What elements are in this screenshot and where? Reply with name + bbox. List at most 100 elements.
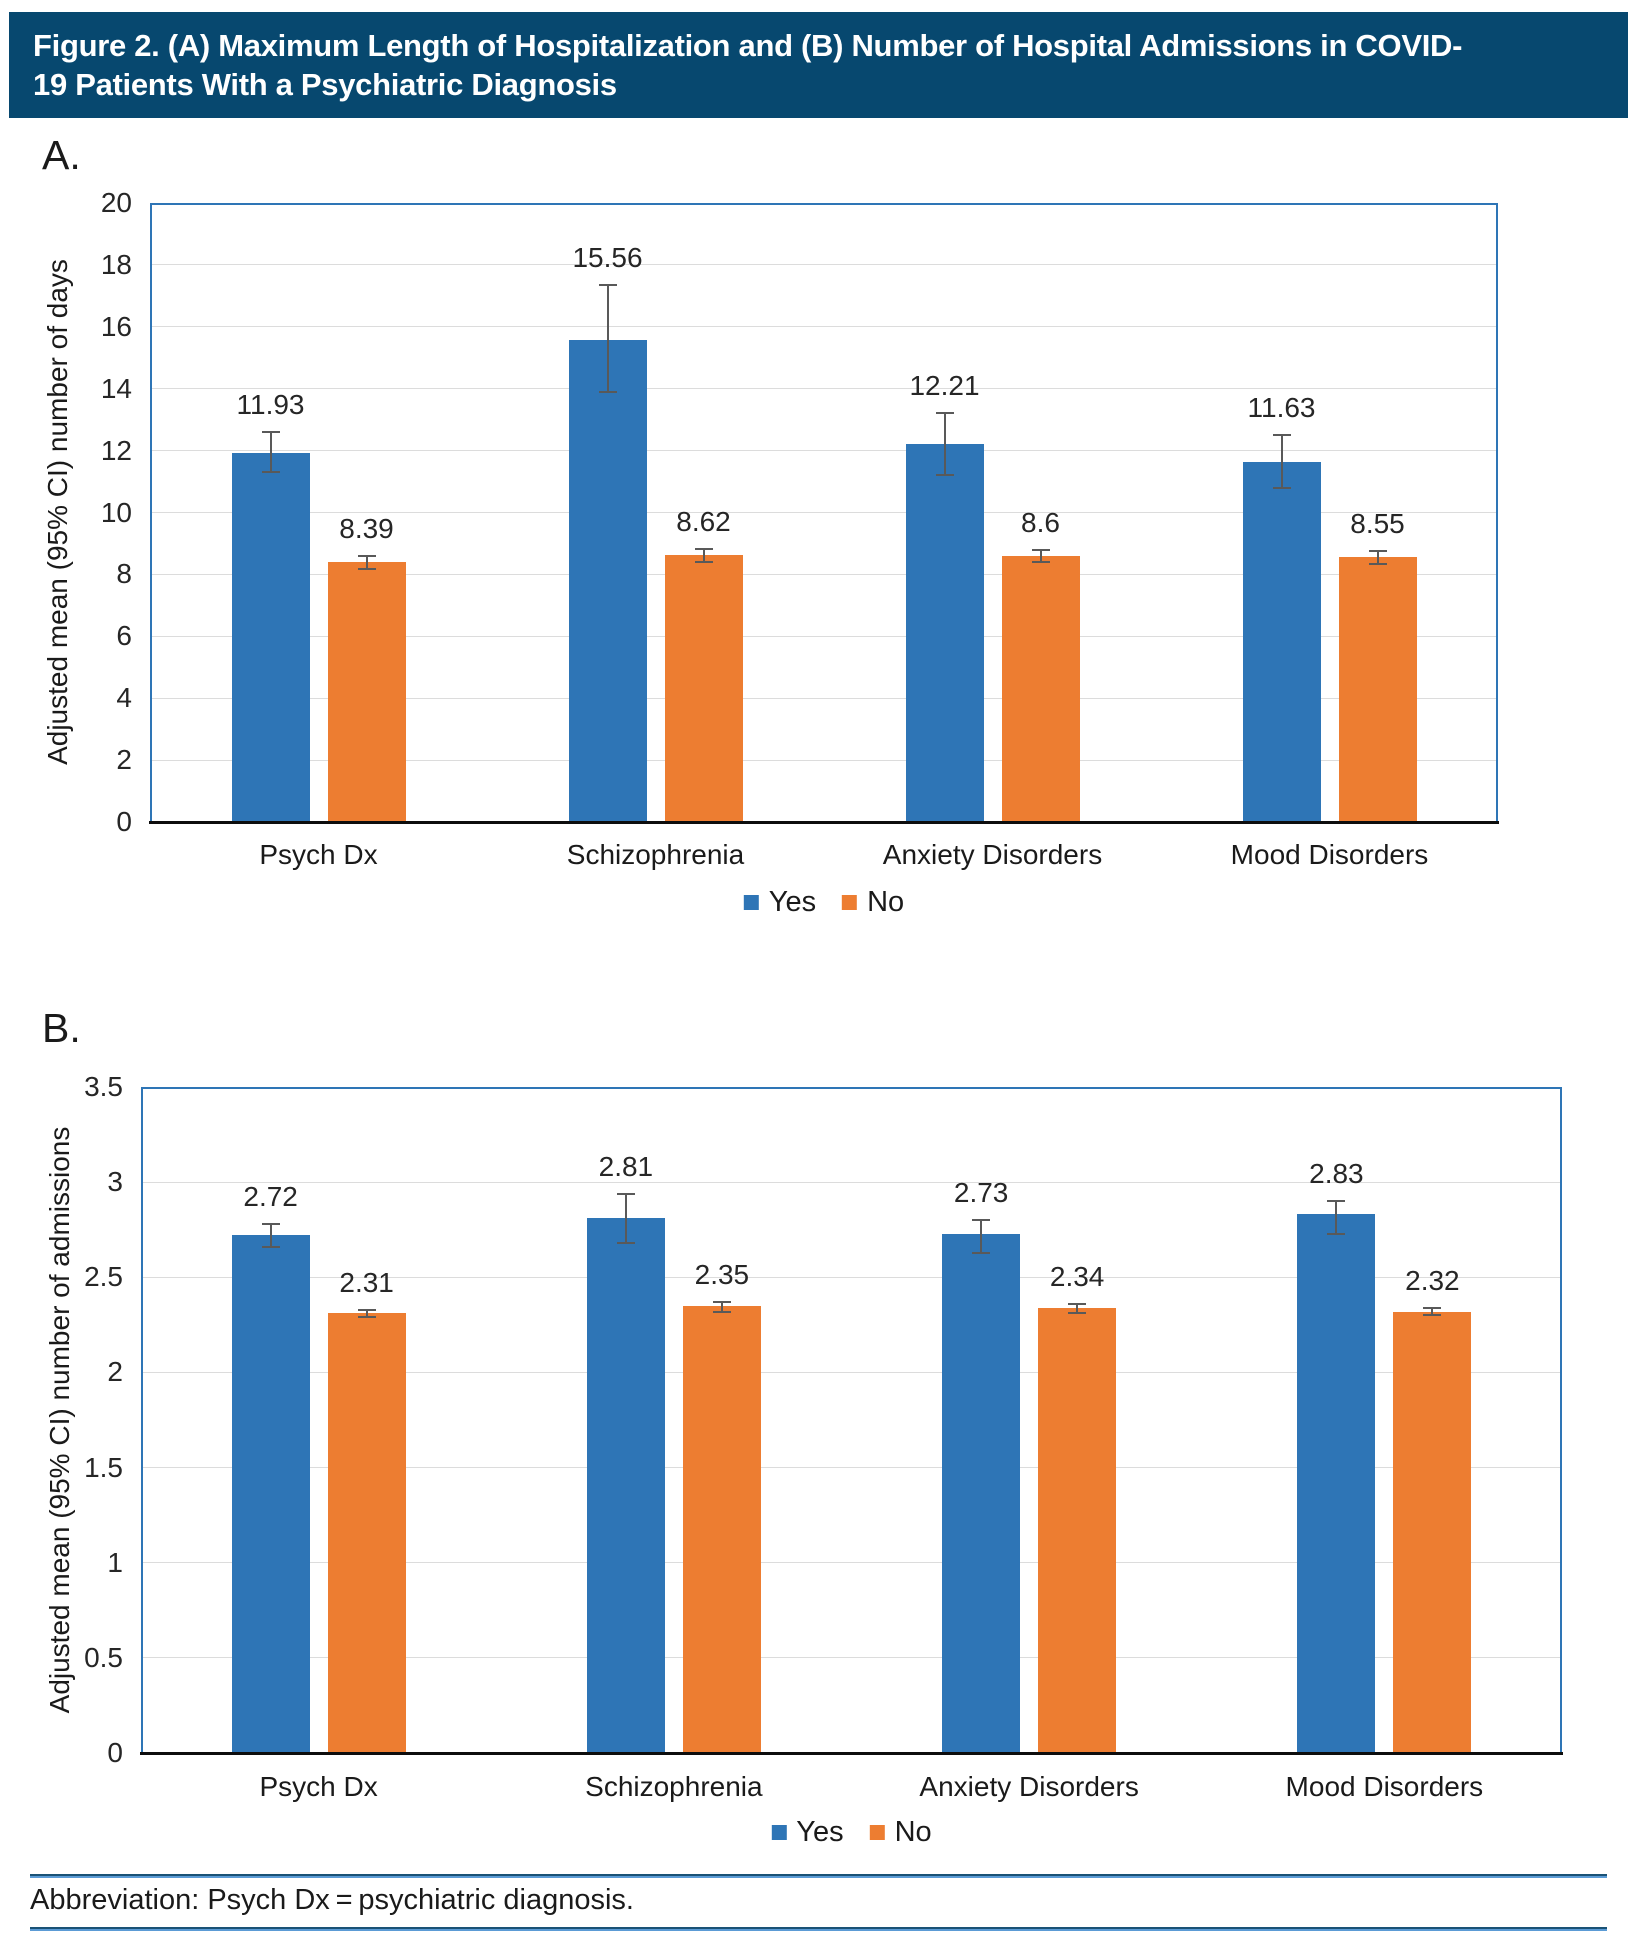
bar-no	[682, 1305, 761, 1753]
bar-yes	[942, 1233, 1021, 1753]
y-tick-label: 3	[107, 1166, 123, 1198]
x-category-label: Mood Disorders	[1230, 839, 1429, 870]
legend-label: No	[894, 1816, 932, 1848]
gridline	[141, 1467, 1562, 1469]
x-category-label: Schizophrenia	[585, 1771, 763, 1802]
error-bar-cap-bottom	[712, 1310, 731, 1313]
value-label: 8.55	[1350, 508, 1405, 540]
bar-yes	[1242, 462, 1321, 822]
panel-b-label: B.	[42, 1005, 81, 1051]
abbreviation-note: Abbreviation: Psych Dx = psychiatric dia…	[30, 1884, 634, 1916]
x-axis-line	[149, 821, 1499, 824]
y-tick-label: 2	[116, 744, 132, 776]
bar-yes	[1297, 1214, 1376, 1753]
legend-swatch-no	[842, 895, 858, 910]
error-bar-line	[1039, 549, 1042, 562]
y-tick-label: 4	[116, 682, 132, 714]
value-label: 2.83	[1309, 1158, 1364, 1190]
y-tick-label: 14	[100, 372, 132, 404]
error-bar-cap-bottom	[1423, 1314, 1442, 1317]
bar-no	[1001, 555, 1080, 822]
y-tick-label: 0	[116, 806, 132, 837]
error-bar-cap-top	[935, 412, 954, 415]
legend: Yes No	[758, 1816, 944, 1849]
y-tick-label: 1	[107, 1546, 123, 1578]
y-tick-label: 2	[107, 1356, 123, 1388]
error-bar-cap-top	[1327, 1200, 1346, 1203]
value-label: 8.62	[676, 506, 731, 538]
legend-label: No	[867, 886, 905, 918]
gridline	[141, 1371, 1562, 1373]
gridline	[150, 697, 1498, 699]
error-bar-cap-bottom	[598, 390, 617, 393]
footer-divider-bottom	[30, 1927, 1607, 1931]
error-bar-cap-bottom	[357, 1316, 376, 1319]
y-tick-label: 10	[100, 496, 132, 528]
legend: Yes No	[731, 886, 917, 919]
value-label: 2.81	[598, 1150, 654, 1182]
legend-label: Yes	[768, 886, 817, 918]
error-bar-cap-top	[598, 284, 617, 287]
error-bar-line	[720, 1302, 723, 1312]
x-category-label: Psych Dx	[259, 839, 378, 870]
error-bar-cap-bottom	[357, 567, 376, 570]
x-category-label: Schizophrenia	[566, 839, 745, 870]
y-tick-label: 20	[100, 187, 132, 218]
error-bar-line	[365, 1309, 368, 1318]
bar-yes	[905, 444, 984, 822]
bar-yes	[231, 452, 310, 822]
gridline	[150, 264, 1498, 266]
value-label: 11.93	[236, 389, 305, 421]
legend-swatch-yes	[771, 1825, 787, 1840]
value-label: 15.56	[572, 242, 643, 274]
gridline	[150, 512, 1498, 513]
error-bar-cap-bottom	[694, 561, 713, 564]
y-tick-label: 0.5	[84, 1641, 123, 1673]
legend-swatch-yes	[743, 895, 759, 910]
figure-title-banner: Figure 2. (A) Maximum Length of Hospital…	[9, 12, 1628, 118]
legend-item-yes: Yes	[743, 886, 817, 919]
gridline	[150, 573, 1498, 575]
error-bar-line	[269, 432, 272, 473]
bar-yes	[568, 340, 647, 822]
value-label: 2.73	[953, 1177, 1009, 1209]
error-bar-cap-top	[261, 431, 280, 434]
value-label: 8.6	[1021, 506, 1060, 538]
error-bar-cap-top	[1068, 1302, 1087, 1305]
error-bar-cap-top	[1368, 550, 1387, 553]
value-label: 12.21	[909, 370, 980, 402]
legend-swatch-no	[869, 1825, 885, 1840]
gridline	[150, 326, 1498, 328]
y-tick-label: 2.5	[84, 1261, 123, 1293]
error-bar-cap-top	[712, 1301, 731, 1304]
y-tick-label: 12	[100, 434, 132, 466]
x-axis-line	[140, 1752, 1563, 1755]
error-bar-cap-bottom	[616, 1242, 635, 1245]
gridline	[150, 450, 1498, 452]
bar-no	[1038, 1307, 1117, 1753]
error-bar-cap-top	[1031, 548, 1050, 551]
error-bar-line	[943, 413, 946, 476]
legend-item-yes: Yes	[771, 1816, 844, 1849]
x-category-label: Anxiety Disorders	[919, 1771, 1139, 1802]
error-bar-cap-bottom	[935, 474, 954, 477]
value-label: 2.32	[1405, 1264, 1460, 1296]
value-label: 11.63	[1247, 392, 1316, 424]
error-bar-line	[1280, 435, 1283, 488]
error-bar-cap-top	[972, 1219, 991, 1222]
error-bar-cap-bottom	[1368, 562, 1387, 565]
figure-title: Figure 2. (A) Maximum Length of Hospital…	[33, 28, 1463, 102]
plot-frame	[141, 1087, 1562, 1753]
panel-a-label: A.	[42, 132, 81, 178]
bar-yes	[231, 1235, 310, 1753]
error-bar-cap-bottom	[261, 471, 280, 474]
chart-b-y-axis-title: Adjusted mean (95% CI) number of admissi…	[44, 1126, 75, 1714]
error-bar-cap-bottom	[1031, 561, 1050, 564]
x-category-label: Mood Disorders	[1285, 1771, 1484, 1802]
y-tick-label: 6	[116, 620, 132, 652]
gridline	[141, 1657, 1562, 1659]
error-bar-cap-bottom	[261, 1245, 280, 1248]
bar-no	[327, 562, 406, 822]
error-bar-cap-top	[616, 1192, 635, 1195]
